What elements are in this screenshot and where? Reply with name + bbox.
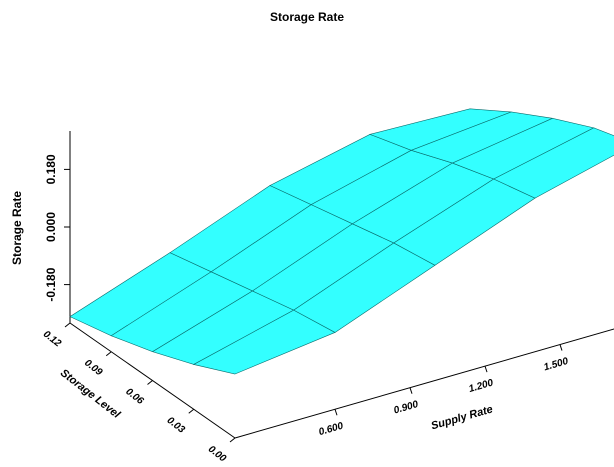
x-axis-label: Supply Rate	[430, 403, 494, 432]
x-tick	[409, 387, 413, 394]
z-tick-label: -0.180	[44, 267, 58, 301]
x-tick	[559, 344, 563, 351]
x-tick-label: 0.600	[317, 421, 345, 439]
surface-patch	[493, 127, 614, 199]
x-tick	[334, 409, 338, 416]
y-tick-label: 0.06	[123, 386, 145, 407]
x-axis-line	[234, 328, 614, 439]
y-tick-label: 0.03	[165, 415, 187, 436]
chart-title: Storage Rate	[270, 10, 344, 24]
y-tick	[229, 437, 236, 443]
x-tick-label: 1.500	[542, 356, 570, 374]
y-tick-label: 0.12	[41, 329, 63, 350]
y-tick-label: 0.09	[82, 358, 104, 379]
y-tick	[105, 351, 112, 357]
y-tick	[147, 380, 153, 385]
x-tick-label: 1.200	[467, 377, 495, 395]
y-axis-label: Storage Level	[58, 367, 123, 421]
x-tick-label: 0.900	[392, 399, 420, 417]
z-tick-label: 0.000	[44, 212, 58, 242]
y-tick	[188, 408, 195, 414]
y-tick-label: 0.00	[206, 444, 228, 465]
x-tick	[484, 365, 488, 373]
y-tick	[64, 322, 71, 328]
z-axis-label: Storage Rate	[10, 191, 24, 265]
z-tick-label: 0.180	[44, 154, 58, 184]
